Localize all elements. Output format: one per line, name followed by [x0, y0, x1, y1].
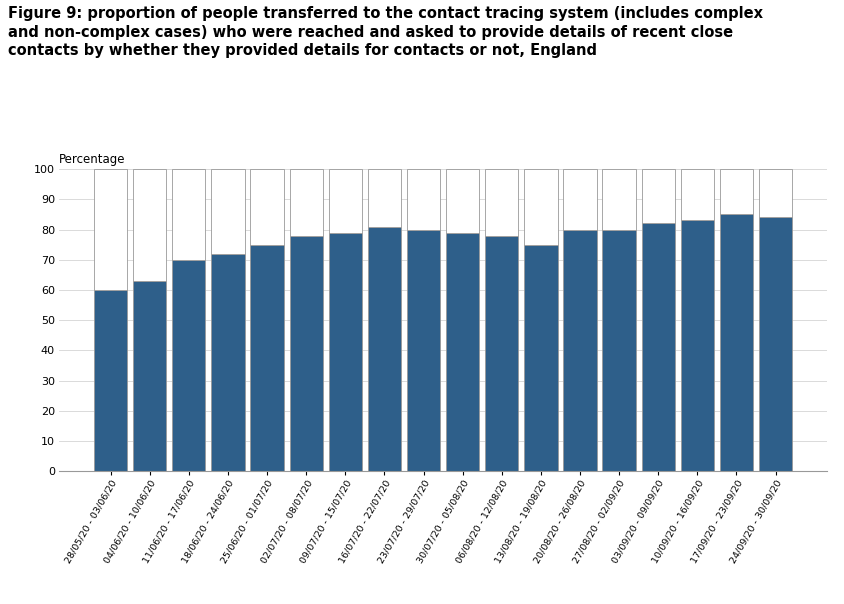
- Bar: [133, 169, 166, 281]
- Bar: [211, 169, 245, 254]
- Bar: [407, 230, 441, 471]
- Bar: [289, 236, 322, 471]
- Text: Figure 9: proportion of people transferred to the contact tracing system (includ: Figure 9: proportion of people transferr…: [8, 6, 764, 58]
- Bar: [172, 169, 205, 260]
- Bar: [446, 233, 479, 471]
- Bar: [407, 169, 441, 230]
- Bar: [94, 290, 127, 471]
- Bar: [211, 254, 245, 471]
- Bar: [759, 217, 793, 471]
- Text: Percentage: Percentage: [59, 153, 126, 166]
- Bar: [251, 245, 284, 471]
- Bar: [172, 260, 205, 471]
- Bar: [720, 169, 753, 214]
- Bar: [641, 223, 675, 471]
- Bar: [524, 245, 558, 471]
- Bar: [564, 169, 597, 230]
- Bar: [759, 169, 793, 217]
- Bar: [485, 236, 518, 471]
- Bar: [328, 233, 362, 471]
- Bar: [446, 169, 479, 233]
- Bar: [368, 169, 401, 226]
- Bar: [251, 169, 284, 245]
- Bar: [603, 169, 636, 230]
- Bar: [603, 230, 636, 471]
- Bar: [94, 169, 127, 290]
- Bar: [485, 169, 518, 236]
- Bar: [641, 169, 675, 223]
- Bar: [564, 230, 597, 471]
- Bar: [133, 281, 166, 471]
- Bar: [328, 169, 362, 233]
- Bar: [720, 214, 753, 471]
- Bar: [368, 226, 401, 471]
- Bar: [289, 169, 322, 236]
- Bar: [681, 169, 714, 220]
- Bar: [681, 220, 714, 471]
- Bar: [524, 169, 558, 245]
